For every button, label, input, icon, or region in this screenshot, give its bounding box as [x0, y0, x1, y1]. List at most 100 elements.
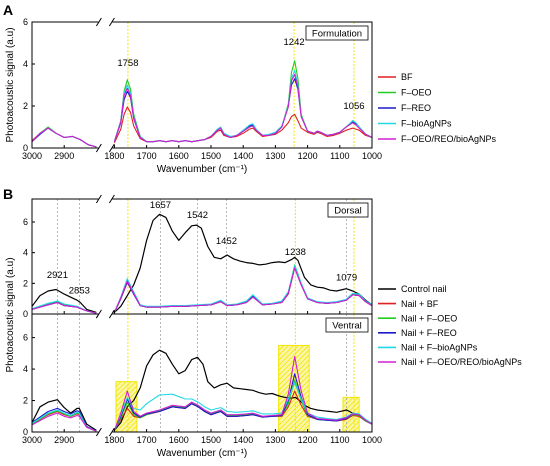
axis-break-gap-1 [98, 310, 113, 318]
axis-break-mark [108, 309, 115, 319]
y-tick-label-0: 0 [23, 427, 28, 437]
y-axis-label: Photoacoustic signal (a.u) [5, 27, 16, 142]
axis-break-mark [95, 17, 102, 27]
legend-entry-control-nail: Control nail [401, 284, 447, 294]
y-axis-label: Photoacoustic signal (a.u) [5, 257, 16, 372]
legend-entry-nail-f-oeo-reo-bioagnps: Nail + F–OEO/REO/bioAgNPs [401, 357, 522, 367]
x-axis-label: Wavenumber (cm⁻¹) [157, 448, 247, 459]
y-tick-label-6: 6 [23, 17, 28, 27]
y-tick-label-0: 0 [23, 309, 28, 319]
box-label-ventral: Ventral [332, 321, 362, 332]
peak-label-2853: 2853 [69, 285, 90, 296]
series-nail-f-bioagnps [31, 382, 373, 432]
axis-break-gap-1 [98, 18, 113, 26]
y-tick-label-4: 4 [23, 248, 28, 258]
peak-label-1238: 1238 [285, 247, 306, 258]
x-tick-label-1500: 1500 [201, 435, 221, 445]
panel-a-formulation-chart: 0 2 4 6 3000 2900 1800 1700 1600 1500 1400 1300 1200… [5, 17, 382, 175]
peak-label-1242: 1242 [284, 37, 305, 48]
x-tick-label-1200: 1200 [298, 151, 318, 161]
y-tick-label-6: 6 [23, 333, 28, 343]
plot-frame [31, 313, 373, 433]
peak-label-1657: 1657 [150, 200, 171, 211]
x-tick-label-1700: 1700 [137, 435, 157, 445]
peak-label-1452: 1452 [216, 236, 237, 247]
panel-letter-b: B [3, 186, 13, 202]
x-tick-label-1800: 1800 [104, 435, 124, 445]
x-tick-label-1000: 1000 [362, 151, 382, 161]
series-nail-bf [31, 390, 373, 432]
x-tick-label-1700: 1700 [137, 151, 157, 161]
legend-a: BF F–OEO F–REO F–bioAgNPs F–OEO/REO/bioAgNPs [378, 72, 497, 144]
x-tick-label-1100: 1100 [330, 435, 349, 445]
x-tick-label-1300: 1300 [265, 435, 285, 445]
axis-break-mark [108, 143, 115, 153]
legend-entry-f-oeo: F–OEO [401, 88, 432, 98]
x-axis-label: Wavenumber (cm⁻¹) [157, 164, 247, 175]
peak-label-1056: 1056 [343, 101, 364, 112]
x-tick-label-1300: 1300 [265, 151, 285, 161]
y-tick-label-2: 2 [23, 278, 28, 288]
legend-entry-f-oeo-reo-bioagnps: F–OEO/REO/bioAgNPs [401, 134, 497, 144]
x-tick-label-1800: 1800 [104, 151, 124, 161]
axis-break-gap-2 [98, 428, 113, 436]
axis-break-mark [95, 427, 102, 437]
x-tick-label-1100: 1100 [330, 151, 349, 161]
legend-entry-nail-f-bioagnps: Nail + F–bioAgNPs [401, 343, 478, 353]
axis-break-gap-2 [98, 144, 113, 152]
x-tick-label-2900: 2900 [54, 435, 74, 445]
x-tick-label-2900: 2900 [54, 151, 74, 161]
y-tick-label-2: 2 [23, 101, 28, 111]
box-label-dorsal: Dorsal [334, 206, 361, 217]
x-tick-label-1600: 1600 [169, 151, 189, 161]
axis-break-mark [95, 143, 102, 153]
peak-label-1542: 1542 [187, 210, 208, 221]
y-tick-label-4: 4 [23, 364, 28, 374]
panel-letter-a: A [3, 2, 13, 18]
y-tick-label-0: 0 [23, 143, 28, 153]
legend-entry-nail-f-oeo: Nail + F–OEO [401, 313, 457, 323]
x-tick-label-3000: 3000 [22, 435, 42, 445]
y-tick-label-4: 4 [23, 59, 28, 69]
peak-label-1758: 1758 [117, 58, 138, 69]
y-tick-label-6: 6 [23, 217, 28, 227]
axis-break-mark [108, 427, 115, 437]
legend-entry-bf: BF [401, 72, 413, 82]
box-label-formulation: Formulation [312, 29, 362, 40]
peak-label-1079: 1079 [336, 272, 357, 283]
series-control-nail [31, 213, 373, 314]
series-f-bioagnps [31, 69, 373, 148]
series-nail-f-oeo-reo-bioagnps [31, 267, 373, 314]
panel-b-ventral-chart: 0 2 4 6 3000 2900 1800 1700 1600 1500 1400 1300 1200… [22, 309, 382, 459]
box-label-frame [325, 317, 369, 333]
x-tick-label-1500: 1500 [201, 151, 221, 161]
series-control-nail [31, 349, 373, 431]
legend-entry-nail-f-reo: Nail + F–REO [401, 328, 457, 338]
axis-break-mark [108, 194, 115, 204]
box-label-frame [327, 202, 369, 218]
x-tick-label-1400: 1400 [233, 435, 253, 445]
legend-entry-f-reo: F–REO [401, 103, 431, 113]
x-tick-label-1600: 1600 [169, 435, 189, 445]
plot-frame [31, 21, 373, 149]
axis-break-mark [108, 17, 115, 27]
box-label-frame [305, 25, 369, 41]
y-tick-label-2: 2 [23, 396, 28, 406]
series-nail-f-oeo-reo-bioagnps [31, 355, 373, 432]
peak-label-2921: 2921 [47, 270, 68, 281]
legend-entry-f-bioagnps: F–bioAgNPs [401, 119, 452, 129]
legend-b: Control nail Nail + BF Nail + F–OEO Nail + … [378, 284, 522, 367]
axis-break-mark [95, 194, 102, 204]
x-tick-label-1200: 1200 [298, 435, 318, 445]
x-tick-label-1400: 1400 [233, 151, 253, 161]
axis-break-gap-1 [98, 195, 113, 203]
axis-break-mark [95, 309, 102, 319]
x-tick-label-1000: 1000 [362, 435, 382, 445]
series-f-reo [31, 78, 373, 148]
series-nail-f-oeo [31, 379, 373, 432]
legend-entry-nail-bf: Nail + BF [401, 299, 439, 309]
series-f-oeo-reo-bioagnps [31, 73, 373, 148]
x-tick-label-3000: 3000 [22, 151, 42, 161]
